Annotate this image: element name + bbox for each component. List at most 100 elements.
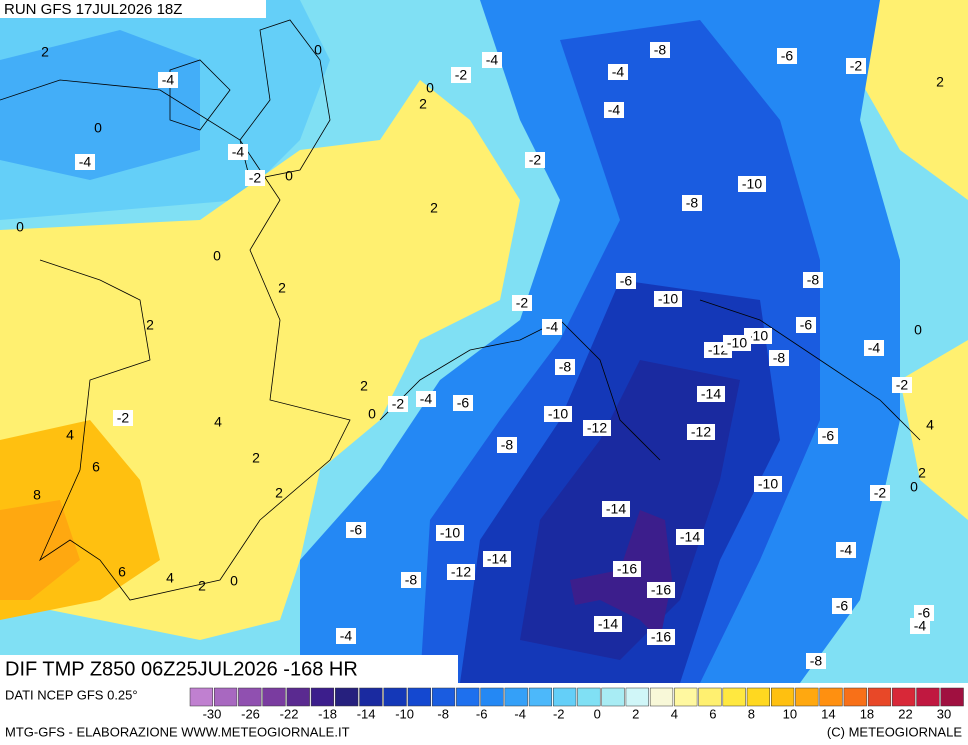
label-box bbox=[738, 176, 766, 192]
label-box bbox=[594, 616, 622, 632]
label-box bbox=[483, 551, 511, 567]
contour-label: -4 bbox=[162, 72, 175, 88]
contour-label: 0 bbox=[94, 120, 102, 136]
contour-label: -2 bbox=[117, 410, 130, 426]
contour-label: -4 bbox=[840, 542, 853, 558]
contour-label: -2 bbox=[850, 58, 863, 74]
contour-label: -8 bbox=[686, 195, 699, 211]
label-box bbox=[451, 67, 471, 83]
contour-label: -2 bbox=[874, 485, 887, 501]
label-box bbox=[777, 48, 797, 64]
colorbar-label: 4 bbox=[671, 706, 678, 721]
colorbar-label: -30 bbox=[203, 706, 222, 721]
contour-label: 6 bbox=[118, 564, 126, 580]
contour-label: -4 bbox=[420, 391, 433, 407]
label-box bbox=[336, 628, 356, 644]
contour-label: 2 bbox=[275, 485, 283, 501]
contour-label: -6 bbox=[822, 428, 835, 444]
colorbar-swatch bbox=[916, 687, 940, 707]
contour-label: 0 bbox=[285, 168, 293, 184]
label-box bbox=[388, 396, 408, 412]
contour-label: -2 bbox=[896, 377, 909, 393]
label-box bbox=[892, 377, 912, 393]
contour-label: -2 bbox=[529, 152, 542, 168]
contour-label: -6 bbox=[918, 605, 931, 621]
colorbar-swatch bbox=[940, 687, 964, 707]
label-box bbox=[846, 58, 866, 74]
contour-label: -4 bbox=[914, 618, 927, 634]
label-box bbox=[228, 144, 248, 160]
contour-label: 0 bbox=[213, 248, 221, 264]
colorbar-label: -4 bbox=[514, 706, 526, 721]
colorbar-swatch bbox=[431, 687, 456, 707]
contour-label: -10 bbox=[742, 176, 762, 192]
contour-label: -8 bbox=[405, 572, 418, 588]
colorbar-label: 14 bbox=[821, 706, 835, 721]
credit: MTG-GFS - ELABORAZIONE WWW.METEOGIORNALE… bbox=[5, 724, 350, 739]
label-box bbox=[604, 102, 624, 118]
contour-label: 4 bbox=[214, 414, 222, 430]
contour-label: -2 bbox=[392, 396, 405, 412]
run-box bbox=[0, 0, 266, 18]
colorbar-swatch bbox=[262, 687, 286, 707]
colorbar-swatch bbox=[286, 687, 310, 707]
label-box bbox=[697, 386, 725, 402]
label-box bbox=[650, 42, 670, 58]
colorbar-swatch bbox=[771, 687, 795, 707]
contour-label: -4 bbox=[79, 154, 92, 170]
contour-label: -8 bbox=[559, 359, 572, 375]
colorbar-label: -8 bbox=[437, 706, 449, 721]
label-box bbox=[836, 542, 856, 558]
contour-label: 0 bbox=[914, 322, 922, 338]
colorbar-label: 22 bbox=[898, 706, 912, 721]
label-box bbox=[447, 564, 475, 580]
colorbar-swatch bbox=[553, 687, 577, 707]
label-box bbox=[723, 335, 751, 351]
label-box bbox=[602, 501, 630, 517]
colorbar-swatch bbox=[601, 687, 625, 707]
colorbar-label: -22 bbox=[280, 706, 299, 721]
colorbar-label: 8 bbox=[748, 706, 755, 721]
label-box bbox=[608, 64, 628, 80]
label-box bbox=[245, 170, 265, 186]
label-box bbox=[544, 406, 572, 422]
contour-label: -6 bbox=[350, 522, 363, 538]
contour-label: -10 bbox=[440, 525, 460, 541]
contour-label: -14 bbox=[701, 386, 721, 402]
colorbar-swatch bbox=[698, 687, 722, 707]
contour-label: -10 bbox=[548, 406, 568, 422]
colorbar-swatch bbox=[504, 687, 528, 707]
contour-label: 2 bbox=[419, 96, 427, 112]
contour-label: -16 bbox=[617, 561, 637, 577]
contour-label: -12 bbox=[451, 564, 471, 580]
colorbar-label: 30 bbox=[937, 706, 951, 721]
contour-label: -2 bbox=[455, 67, 468, 83]
label-box bbox=[346, 522, 366, 538]
label-box bbox=[482, 52, 502, 68]
colorbar-swatch bbox=[674, 687, 698, 707]
contour-label: -8 bbox=[654, 42, 667, 58]
contour-label: 2 bbox=[430, 200, 438, 216]
label-box bbox=[910, 618, 930, 634]
colorbar-label: 0 bbox=[594, 706, 601, 721]
contour-label: 0 bbox=[230, 573, 238, 589]
contour-label: -6 bbox=[457, 395, 470, 411]
contour-label: 2 bbox=[936, 74, 944, 90]
label-box bbox=[647, 582, 675, 598]
contour-label: -10 bbox=[758, 476, 778, 492]
colorbar-swatch bbox=[480, 687, 504, 707]
colorbar-swatch bbox=[528, 687, 553, 707]
colorbar-swatch bbox=[213, 687, 238, 707]
label-box bbox=[583, 420, 611, 436]
contour-label: 6 bbox=[92, 459, 100, 475]
label-box bbox=[682, 195, 702, 211]
contour-label: 2 bbox=[252, 450, 260, 466]
colorbar-label: 6 bbox=[709, 706, 716, 721]
contour-label: -14 bbox=[487, 551, 507, 567]
label-box bbox=[555, 359, 575, 375]
contour-label: -6 bbox=[620, 273, 633, 289]
label-box bbox=[616, 273, 636, 289]
contour-label: -8 bbox=[807, 272, 820, 288]
colorbar-label: -10 bbox=[395, 706, 414, 721]
